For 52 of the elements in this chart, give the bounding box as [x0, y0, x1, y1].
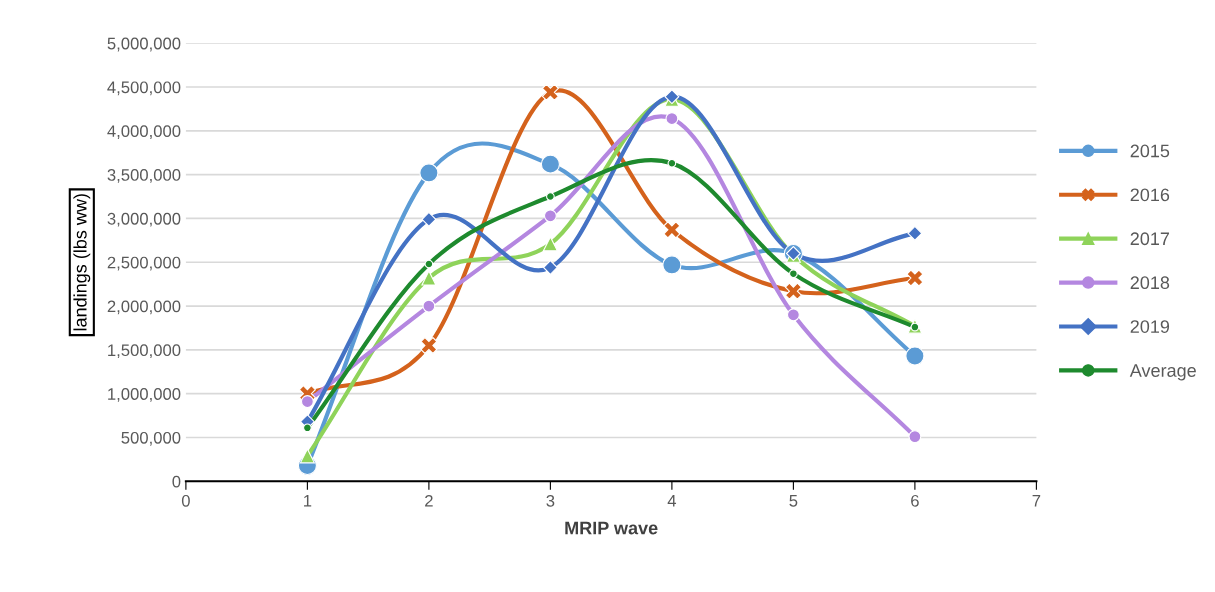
- y-tick-label: 1,500,000: [108, 344, 181, 359]
- y-axis-title: landings (lbs ww): [73, 194, 91, 331]
- y-tick-label: 2,500,000: [107, 256, 181, 271]
- point: [299, 448, 315, 464]
- point: [905, 346, 925, 366]
- y-tick-label: 3,500,000: [107, 169, 181, 183]
- x-tick-label: 2: [425, 494, 433, 507]
- x-axis-title: MRIP wave: [565, 521, 658, 535]
- point: [910, 322, 920, 332]
- point: [419, 163, 439, 183]
- x-tick-label: 6: [911, 494, 919, 507]
- legend-label: 2017: [1130, 232, 1170, 246]
- point: [906, 269, 924, 287]
- x-tick-label: 4: [667, 495, 677, 507]
- point: [540, 154, 560, 174]
- point: [784, 282, 802, 300]
- point: [420, 336, 438, 355]
- y-tick-label: 3,000,000: [107, 212, 181, 227]
- y-tick-label: 2,000,000: [107, 300, 181, 315]
- point: [424, 259, 434, 269]
- y-tick-label: 0: [172, 475, 181, 488]
- legend-label: 2018: [1130, 276, 1170, 290]
- point: [907, 225, 923, 241]
- point: [542, 236, 558, 252]
- point: [543, 209, 557, 223]
- point: [663, 221, 681, 239]
- point: [541, 83, 559, 101]
- point: [789, 269, 798, 279]
- point: [300, 395, 314, 409]
- point: [546, 192, 555, 201]
- x-tick-label: 3: [546, 494, 555, 507]
- point: [786, 308, 800, 322]
- legend-label: 2015: [1130, 144, 1170, 158]
- point: [421, 270, 437, 286]
- point: [908, 430, 922, 444]
- legend-label: Average: [1129, 364, 1196, 381]
- point: [542, 260, 558, 275]
- y-tick-label: 5,000,000: [107, 37, 181, 52]
- legend-label: 2019: [1130, 320, 1170, 333]
- point: [422, 299, 436, 313]
- x-tick-label: 1: [304, 495, 312, 507]
- point: [421, 211, 437, 227]
- x-tick-label: 0: [181, 494, 190, 507]
- legend-label: 2016: [1130, 188, 1170, 202]
- y-tick-label: 4,000,000: [107, 125, 181, 139]
- x-tick-label: 7: [1032, 495, 1041, 507]
- y-tick-label: 1,000,000: [108, 388, 181, 402]
- y-tick-label: 500,000: [121, 431, 181, 446]
- x-tick-label: 5: [789, 495, 798, 507]
- point: [665, 112, 679, 126]
- y-tick-label: 4,500,000: [107, 81, 181, 96]
- point: [662, 255, 682, 275]
